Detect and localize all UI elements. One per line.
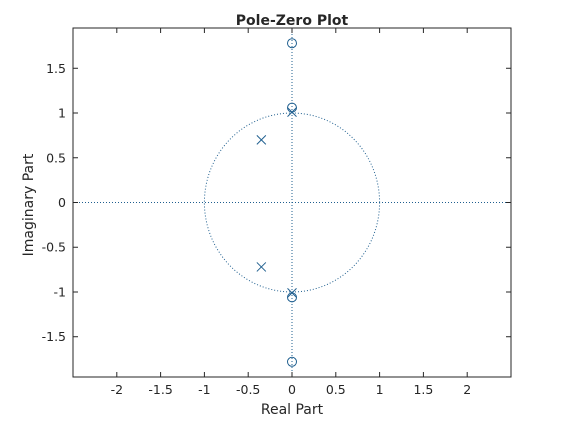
x-tick-label: 1.5 [413,382,433,397]
x-tick-label: -0.5 [236,382,260,397]
y-axis-label: Imaginary Part [21,153,37,256]
unit-circle [203,112,381,293]
x-axis-label: Real Part [261,402,324,418]
x-tick-label: 0 [288,382,296,397]
zero-marker [287,38,297,49]
x-tick-label: 0.5 [326,382,346,397]
x-tick-label: -1 [198,382,210,397]
pole-marker [287,107,297,117]
x-tick-label: 1 [376,382,384,397]
y-tick-label: -0.5 [42,240,66,255]
zero-marker [287,102,297,113]
zero-marker [287,356,297,367]
pole-marker [287,288,297,298]
pole-marker [256,262,267,272]
x-tick-label: 2 [463,382,471,397]
pole-marker [256,135,267,145]
zero-marker [287,292,297,303]
y-tick-label: 1 [58,106,66,121]
y-tick-label: 1.5 [46,61,66,76]
plot-area: -2 -1.5 -1 -0.5 0 0.5 1 1.5 2 -1.5 -1 -0.5 0 0.5 1 1.5 [42,27,512,397]
y-tick-label: -1.5 [42,329,66,344]
x-tick-label: -2 [111,382,123,397]
x-tick-label: -1.5 [148,382,172,397]
y-tick-label: -1 [54,284,66,299]
y-tick-label: 0.5 [46,150,66,165]
chart-title: Pole-Zero Plot [236,13,349,29]
y-tick-label: 0 [58,195,66,210]
